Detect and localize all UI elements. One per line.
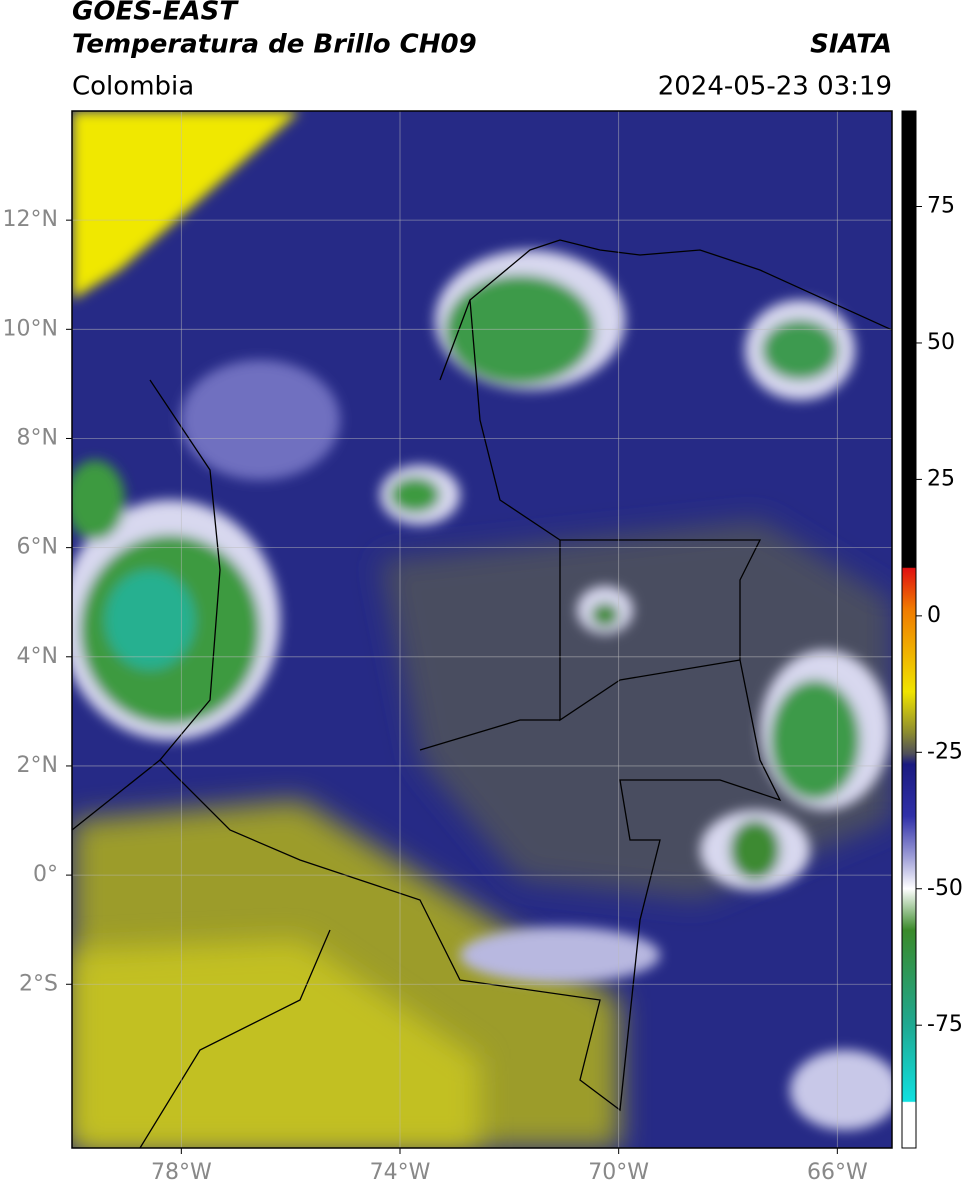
convection: [72, 250, 892, 1130]
warm-area: [380, 520, 892, 900]
lat-tick-label: 10°N: [3, 316, 58, 341]
colorbar-tick-label: 25: [927, 466, 955, 491]
lat-tick-label: 12°N: [3, 207, 58, 232]
clear-sky: [72, 111, 300, 300]
lon-tick-label: 78°W: [151, 1160, 212, 1185]
lat-tick-label: 6°N: [17, 535, 58, 560]
satellite-image: [72, 111, 892, 1148]
dry-area: [72, 940, 480, 1148]
colorbar-tick-label: -50: [927, 876, 963, 901]
satellite: GOES-EAST: [72, 0, 239, 27]
lat-tick-label: 2°N: [17, 753, 58, 778]
graticule: [72, 111, 892, 1148]
lat-tick-label: 2°S: [19, 971, 58, 996]
lon-tick-label: 74°W: [370, 1160, 431, 1185]
lat-tick-label: 4°N: [17, 644, 58, 669]
colorbar-tick-label: 50: [927, 330, 955, 355]
map-frame: [71, 110, 893, 1149]
colorbar-tick-label: 75: [927, 194, 955, 219]
borders: [72, 239, 892, 1148]
lat-tick-label: 8°N: [17, 425, 58, 450]
region: Colombia: [72, 72, 194, 102]
source: SIATA: [810, 30, 892, 60]
lat-tick-label: 0°: [33, 862, 58, 887]
colorbar-tick-label: -75: [927, 1012, 963, 1037]
product: Temperatura de Brillo CH09: [72, 30, 477, 60]
colorbar-tick-label: 0: [927, 603, 941, 628]
colorbar: [901, 110, 917, 1149]
colorbar-tick-label: -25: [927, 739, 963, 764]
lon-tick-label: 66°W: [807, 1160, 868, 1185]
lon-tick-label: 70°W: [588, 1160, 649, 1185]
timestamp: 2024-05-23 03:19: [658, 72, 892, 102]
